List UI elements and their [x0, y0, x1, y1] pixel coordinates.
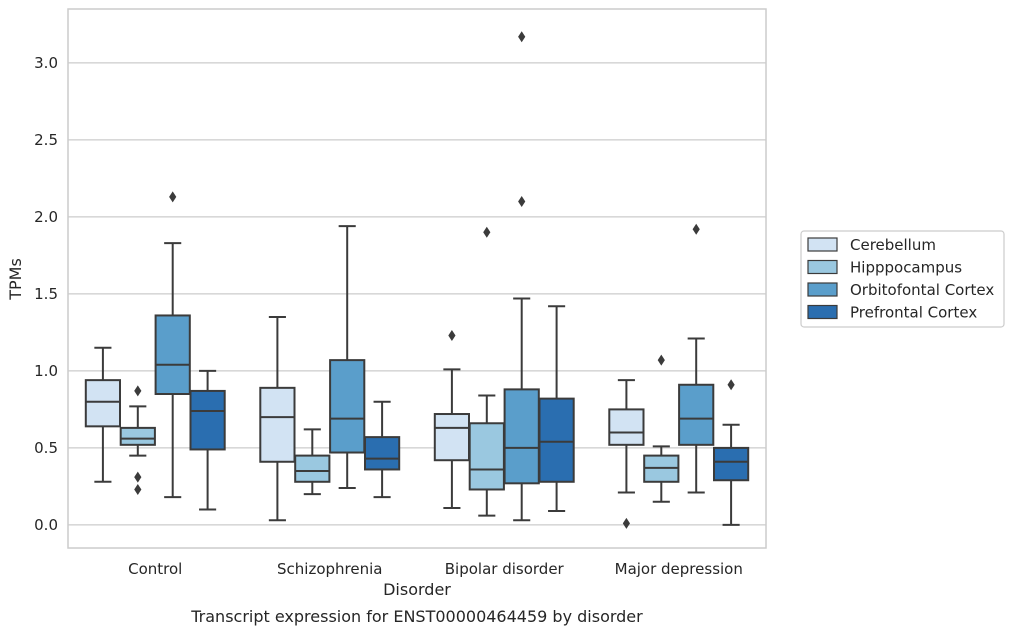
box-orbitofontal-cortex: [329, 225, 366, 489]
x-tick-label: Control: [128, 560, 182, 578]
outlier-point: [169, 191, 177, 203]
box-orbitofontal-cortex: [678, 223, 715, 494]
box-orbitofontal-cortex: [503, 31, 540, 522]
legend: Cerebellum Hipppocampus Orbitofontal Corte…: [800, 230, 1005, 328]
box-plots: [84, 31, 750, 529]
box-iqr: [608, 408, 645, 446]
outlier-point: [518, 196, 526, 207]
x-tick-label: Major depression: [615, 560, 743, 578]
box-iqr: [503, 388, 540, 485]
box-prefrontal-cortex: [712, 379, 750, 526]
y-tick-label: 1.5: [34, 285, 58, 303]
box-iqr: [119, 426, 156, 446]
box-iqr: [294, 454, 331, 483]
legend-label: Cerebellum: [850, 236, 936, 254]
outlier-point: [483, 226, 491, 238]
box-iqr: [712, 446, 750, 482]
y-tick-label: 2.0: [34, 208, 58, 226]
y-tick-label: 3.0: [34, 54, 58, 72]
legend-swatch: [807, 282, 838, 297]
x-tick-label: Bipolar disorder: [445, 560, 565, 578]
y-axis-title: TPMs: [6, 258, 25, 301]
legend-swatch: [807, 304, 838, 320]
outlier-point: [518, 31, 526, 43]
legend-label: Orbitofontal Cortex: [850, 281, 994, 299]
outlier-point: [727, 379, 735, 391]
box-iqr: [678, 383, 715, 446]
legend-label: Hipppocampus: [850, 259, 962, 277]
box-orbitofontal-cortex: [154, 191, 191, 499]
x-axis-title: Disorder: [383, 580, 451, 599]
x-tick-label: Schizophrenia: [277, 560, 382, 578]
legend-frame: [800, 230, 1005, 328]
outlier-point: [134, 385, 142, 397]
box-iqr: [363, 436, 401, 471]
box-iqr: [329, 359, 366, 454]
outlier-point: [692, 223, 700, 235]
box-cerebellum: [608, 379, 645, 529]
outlier-point: [448, 329, 456, 341]
legend-label: Prefrontal Cortex: [850, 304, 977, 322]
box-hipppocampus: [119, 385, 156, 495]
y-axis-ticks: 0.0 0.5 1.0 1.5 2.0 2.5 3.0: [34, 54, 58, 534]
box-prefrontal-cortex: [538, 305, 575, 513]
box-iqr: [433, 413, 471, 462]
outlier-point: [134, 483, 142, 495]
outlier-point: [622, 517, 630, 529]
box-hipppocampus: [294, 428, 331, 496]
box-cerebellum: [433, 329, 471, 509]
chart-caption: Transcript expression for ENST0000046445…: [190, 607, 643, 626]
box-iqr: [189, 389, 226, 451]
legend-swatch: [807, 237, 838, 252]
box-iqr: [259, 386, 296, 463]
box-iqr: [154, 314, 191, 395]
outlier-point: [134, 471, 142, 483]
y-tick-label: 0.0: [34, 516, 58, 534]
box-iqr: [84, 379, 122, 428]
plot-frame: [67, 8, 767, 549]
box-cerebellum: [259, 316, 296, 522]
box-cerebellum: [84, 346, 122, 483]
outlier-point: [657, 354, 665, 366]
box-hipppocampus: [643, 354, 680, 503]
y-tick-label: 1.0: [34, 362, 58, 380]
box-prefrontal-cortex: [189, 369, 226, 511]
y-tick-label: 2.5: [34, 131, 58, 149]
box-hipppocampus: [468, 226, 505, 517]
legend-swatch: [807, 259, 838, 275]
box-prefrontal-cortex: [363, 400, 401, 499]
box-iqr: [468, 422, 505, 491]
x-axis-ticks: Control Schizophrenia Bipolar disorder Majo…: [128, 560, 743, 578]
y-tick-label: 0.5: [34, 439, 58, 457]
box-iqr: [538, 397, 575, 483]
